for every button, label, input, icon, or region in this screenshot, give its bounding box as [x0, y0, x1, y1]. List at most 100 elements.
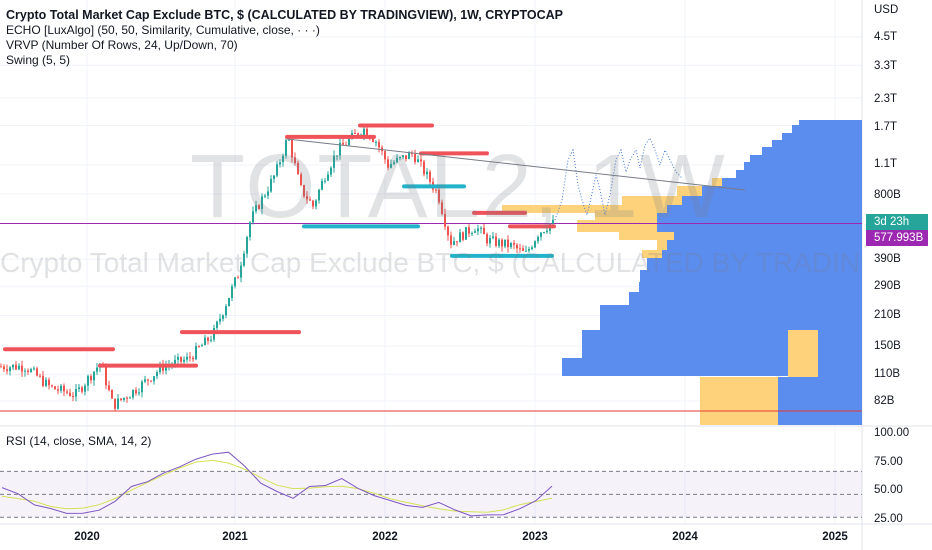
- candle-body: [417, 159, 419, 163]
- candle-body: [321, 181, 323, 190]
- candle-body: [255, 205, 257, 212]
- price-axis-currency: USD: [874, 4, 899, 16]
- candle-body: [135, 389, 137, 394]
- candle-body: [72, 395, 74, 397]
- candle-body: [87, 376, 89, 386]
- price-badge: 577.993B: [866, 230, 928, 246]
- volume-profile-down-bar: [595, 213, 657, 220]
- candle-body: [450, 235, 452, 245]
- volume-profile-up-bar: [762, 147, 862, 155]
- candle-body: [258, 205, 260, 209]
- candle-body: [348, 138, 350, 146]
- volume-profile-up-bar: [750, 155, 862, 162]
- candle-body: [159, 364, 161, 373]
- candle-body: [93, 371, 95, 381]
- price-label: 4.5T: [874, 31, 898, 43]
- volume-profile-up-bar: [667, 205, 862, 213]
- price-label: 150B: [874, 340, 901, 352]
- candle-body: [492, 236, 494, 239]
- candle-body: [12, 364, 14, 368]
- price-label: 2.3T: [874, 93, 898, 105]
- candle-body: [228, 298, 230, 307]
- volume-profile-up-bar: [682, 196, 862, 205]
- candle-body: [531, 247, 533, 250]
- rsi-line: [1, 451, 553, 517]
- candle-body: [42, 375, 44, 386]
- candle-body: [216, 321, 218, 328]
- candle-body: [285, 140, 287, 156]
- candle-body: [357, 133, 359, 136]
- candle-body: [294, 157, 296, 164]
- volume-profile-up-bar: [778, 377, 862, 425]
- candle-body: [45, 379, 47, 386]
- watermark-description: Crypto Total Market Cap Exclude BTC, $ (…: [0, 247, 862, 278]
- volume-profile-up-bar: [667, 240, 862, 250]
- candle-body: [327, 174, 329, 181]
- rsi-label: 75.00: [874, 456, 903, 468]
- price-label: 110B: [874, 368, 901, 380]
- candle-body: [90, 376, 92, 381]
- candle-body: [267, 191, 269, 196]
- candle-body: [18, 365, 20, 370]
- candle-body: [378, 141, 380, 148]
- candle-body: [537, 236, 539, 242]
- candle-body: [126, 397, 128, 399]
- candle-body: [405, 155, 407, 160]
- candle-body: [30, 369, 32, 372]
- time-label: 2020: [74, 531, 100, 543]
- candle-body: [105, 367, 107, 386]
- candle-body: [180, 356, 182, 362]
- candle-body: [261, 196, 263, 209]
- price-label: 82B: [874, 395, 895, 407]
- time-label: 2024: [672, 531, 698, 543]
- candle-body: [276, 164, 278, 176]
- candle-body: [243, 253, 245, 266]
- indicator-vrvp-label[interactable]: VRVP (Number Of Rows, 24, Up/Down, 70): [6, 38, 238, 52]
- volume-profile-up-bar: [736, 170, 862, 178]
- candle-body: [489, 238, 491, 244]
- candle-body: [279, 162, 281, 165]
- indicator-swing-label[interactable]: Swing (5, 5): [6, 53, 71, 67]
- candle-body: [81, 387, 83, 392]
- countdown-badge: 3d 23h: [866, 214, 928, 230]
- candle-body: [54, 386, 56, 390]
- candle-body: [192, 357, 194, 360]
- candle-body: [435, 189, 437, 191]
- candle-body: [312, 200, 314, 207]
- candle-body: [483, 227, 485, 235]
- price-label: 1.1T: [874, 158, 898, 170]
- volume-profile-up-bar: [600, 305, 862, 330]
- volume-profile-down-bar: [677, 186, 702, 196]
- chart-title[interactable]: Crypto Total Market Cap Exclude BTC, $ (…: [6, 8, 563, 22]
- candle-body: [525, 250, 527, 252]
- candle-body: [300, 174, 302, 186]
- candle-body: [129, 397, 131, 399]
- price-label: 390B: [874, 253, 901, 265]
- volume-profile-up-bar: [657, 220, 862, 232]
- candle-body: [270, 178, 272, 192]
- candle-body: [288, 139, 290, 141]
- volume-profile-up-bar: [702, 186, 862, 196]
- volume-profile-down-bar: [712, 178, 722, 186]
- rsi-title[interactable]: RSI (14, close, SMA, 14, 2): [6, 434, 152, 448]
- candle-body: [438, 189, 440, 203]
- candle-body: [75, 388, 77, 397]
- candle-body: [336, 155, 338, 157]
- candle-body: [501, 239, 503, 247]
- candle-body: [210, 339, 212, 341]
- candle-body: [426, 171, 428, 175]
- candle-body: [390, 164, 392, 168]
- candle-body: [204, 337, 206, 346]
- volume-profile-down-bar: [700, 377, 778, 425]
- candle-body: [297, 163, 299, 175]
- candle-body: [153, 376, 155, 382]
- volume-profile-up-bar: [657, 213, 862, 220]
- candle-body: [462, 232, 464, 240]
- candle-body: [48, 379, 50, 386]
- candle-body: [147, 379, 149, 381]
- candle-body: [237, 277, 239, 279]
- candle-body: [201, 345, 203, 347]
- indicator-echo-label[interactable]: ECHO [LuxAlgo] (50, 50, Similarity, Cumu…: [6, 23, 320, 37]
- time-label: 2021: [222, 531, 248, 543]
